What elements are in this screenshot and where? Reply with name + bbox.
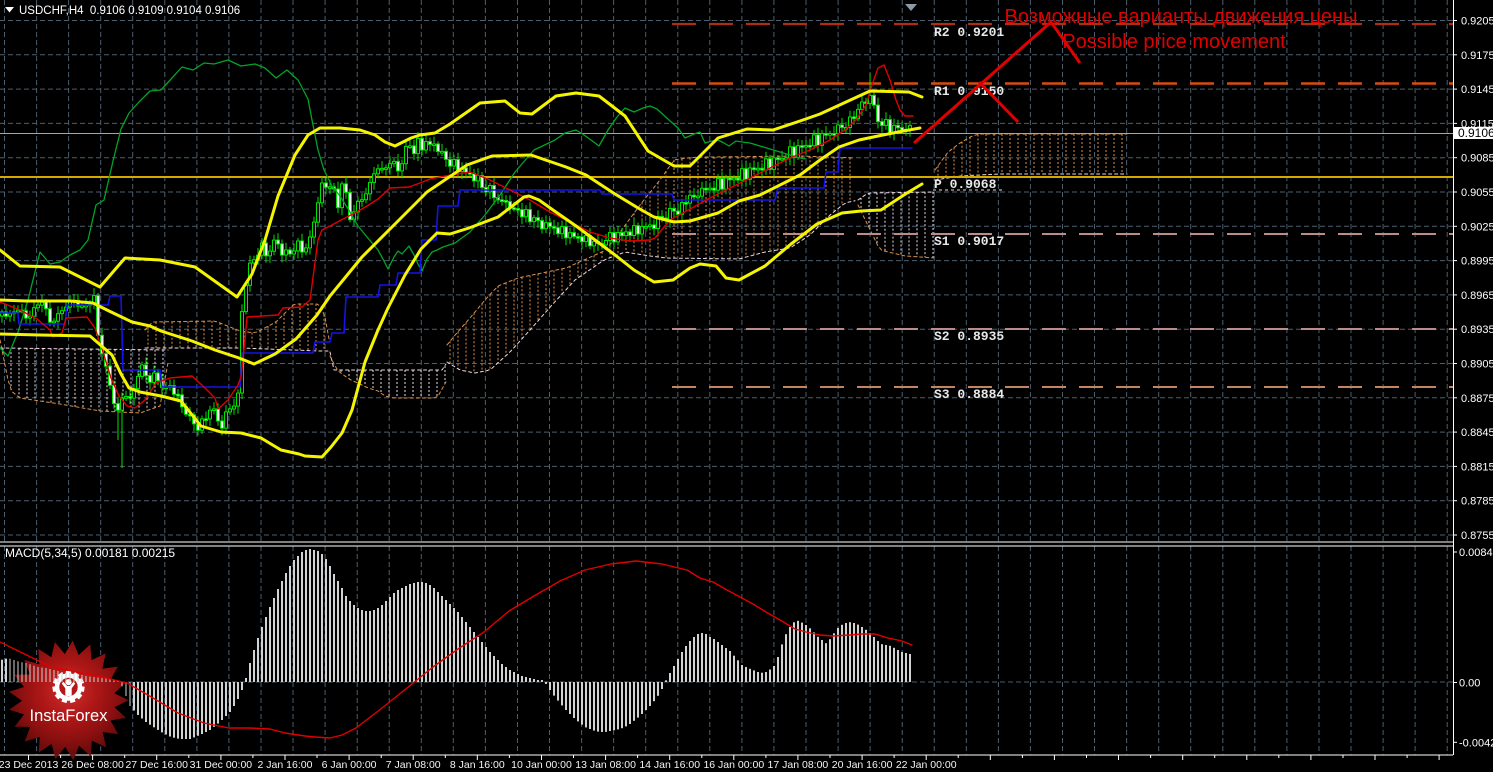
svg-text:0.9145: 0.9145 <box>1461 84 1493 96</box>
svg-text:0.8815: 0.8815 <box>1461 461 1493 473</box>
svg-text:31 Dec 00:00: 31 Dec 00:00 <box>190 759 253 771</box>
svg-text:R2 0.9201: R2 0.9201 <box>934 25 1004 40</box>
svg-text:0.9175: 0.9175 <box>1461 50 1493 62</box>
svg-text:8 Jan 16:00: 8 Jan 16:00 <box>450 759 505 771</box>
svg-text:10 Jan 00:00: 10 Jan 00:00 <box>511 759 572 771</box>
svg-text:-0.00423: -0.00423 <box>1459 737 1493 749</box>
svg-text:S3 0.8884: S3 0.8884 <box>934 387 1004 402</box>
svg-text:0.9085: 0.9085 <box>1461 153 1493 165</box>
svg-text:0.8935: 0.8935 <box>1461 324 1493 336</box>
svg-text:USDCHF,H4 0.9106 0.9109 0.910: USDCHF,H4 0.9106 0.9109 0.9104 0.9106 <box>19 5 240 17</box>
svg-text:20 Jan 16:00: 20 Jan 16:00 <box>832 759 893 771</box>
svg-text:7 Jan 08:00: 7 Jan 08:00 <box>386 759 441 771</box>
svg-text:0.8905: 0.8905 <box>1461 359 1493 371</box>
svg-text:6 Jan 00:00: 6 Jan 00:00 <box>322 759 377 771</box>
svg-text:0.9025: 0.9025 <box>1461 221 1493 233</box>
svg-text:17 Jan 08:00: 17 Jan 08:00 <box>768 759 829 771</box>
svg-text:0.8965: 0.8965 <box>1461 290 1493 302</box>
svg-text:27 Dec 16:00: 27 Dec 16:00 <box>125 759 188 771</box>
svg-text:S2 0.8935: S2 0.8935 <box>934 329 1004 344</box>
svg-text:0.8785: 0.8785 <box>1461 496 1493 508</box>
svg-text:0.8845: 0.8845 <box>1461 427 1493 439</box>
svg-text:16 Jan 00:00: 16 Jan 00:00 <box>703 759 764 771</box>
svg-text:Возможные варианты движения це: Возможные варианты движения цены <box>1005 6 1358 28</box>
svg-text:MACD(5,34,5) 0.00181 0.00215: MACD(5,34,5) 0.00181 0.00215 <box>5 546 175 560</box>
svg-text:23 Dec 2013: 23 Dec 2013 <box>0 759 58 771</box>
svg-text:0.9106: 0.9106 <box>1458 126 1493 140</box>
svg-text:R1 0.9150: R1 0.9150 <box>934 84 1004 99</box>
svg-text:0.8875: 0.8875 <box>1461 393 1493 405</box>
svg-text:14 Jan 16:00: 14 Jan 16:00 <box>639 759 700 771</box>
svg-text:S1 0.9017: S1 0.9017 <box>934 234 1004 249</box>
svg-text:InstaForex: InstaForex <box>30 707 109 725</box>
svg-text:0.9055: 0.9055 <box>1461 187 1493 199</box>
svg-text:Possible price movement: Possible price movement <box>1062 31 1286 53</box>
svg-text:0.9115: 0.9115 <box>1461 118 1493 130</box>
svg-text:0.9205: 0.9205 <box>1461 16 1493 28</box>
svg-text:13 Jan 08:00: 13 Jan 08:00 <box>575 759 636 771</box>
svg-text:0.00842: 0.00842 <box>1459 547 1493 559</box>
svg-text:0.00: 0.00 <box>1459 678 1480 690</box>
svg-text:26 Dec 08:00: 26 Dec 08:00 <box>61 759 124 771</box>
svg-text:0.8995: 0.8995 <box>1461 256 1493 268</box>
svg-text:2 Jan 16:00: 2 Jan 16:00 <box>258 759 313 771</box>
svg-text:22 Jan 00:00: 22 Jan 00:00 <box>896 759 957 771</box>
svg-text:0.8755: 0.8755 <box>1461 530 1493 542</box>
svg-text:P 0.9068: P 0.9068 <box>934 177 997 192</box>
